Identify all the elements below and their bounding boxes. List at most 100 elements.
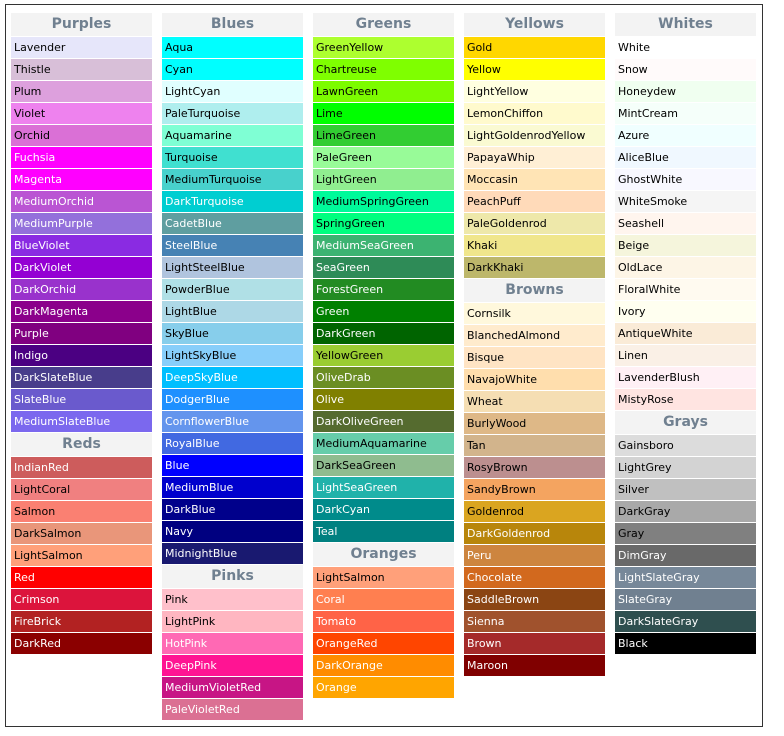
color-swatch-moccasin: Moccasin (464, 169, 605, 190)
color-swatch-lightslategray: LightSlateGray (615, 567, 756, 588)
color-swatch-indianred: IndianRed (11, 457, 152, 478)
color-swatch-lawngreen: LawnGreen (313, 81, 454, 102)
color-swatch-plum: Plum (11, 81, 152, 102)
color-swatch-crimson: Crimson (11, 589, 152, 610)
color-swatch-mediumpurple: MediumPurple (11, 213, 152, 234)
color-group-pinks: Pinks Pink LightPink HotPink DeepPink MediumV… (162, 565, 303, 720)
color-swatch-linen: Linen (615, 345, 756, 366)
color-swatch-teal: Teal (313, 521, 454, 542)
color-swatch-black: Black (615, 633, 756, 654)
color-swatch-darkorchid: DarkOrchid (11, 279, 152, 300)
color-swatch-lightsalmon: LightSalmon (11, 545, 152, 566)
color-swatch-darkviolet: DarkViolet (11, 257, 152, 278)
color-swatch-mediumvioletred: MediumVioletRed (162, 677, 303, 698)
color-group-reds: Reds IndianRed LightCoral Salmon DarkSalmon L… (11, 433, 152, 654)
color-swatch-palegoldenrod: PaleGoldenrod (464, 213, 605, 234)
color-swatch-pink: Pink (162, 589, 303, 610)
color-swatch-deepskyblue: DeepSkyBlue (162, 367, 303, 388)
color-swatch-snow: Snow (615, 59, 756, 80)
color-swatch-purple: Purple (11, 323, 152, 344)
group-heading: Purples (11, 13, 152, 36)
color-swatch-darkslateblue: DarkSlateBlue (11, 367, 152, 388)
group-heading: Pinks (162, 565, 303, 588)
color-swatch-mediumspringgreen: MediumSpringGreen (313, 191, 454, 212)
color-swatch-lightgreen: LightGreen (313, 169, 454, 190)
color-swatch-azure: Azure (615, 125, 756, 146)
color-swatch-fuchsia: Fuchsia (11, 147, 152, 168)
color-swatch-lightgoldenrodyellow: LightGoldenrodYellow (464, 125, 605, 146)
color-swatch-navajowhite: NavajoWhite (464, 369, 605, 390)
color-swatch-tomato: Tomato (313, 611, 454, 632)
color-swatch-aliceblue: AliceBlue (615, 147, 756, 168)
color-swatch-lightskyblue: LightSkyBlue (162, 345, 303, 366)
column-2: Blues Aqua Cyan LightCyan PaleTurquoise Aquam… (162, 13, 303, 721)
color-swatch-seashell: Seashell (615, 213, 756, 234)
column-1: Purples Lavender Thistle Plum Violet Orchid Fu… (11, 13, 152, 655)
color-swatch-lightgrey: LightGrey (615, 457, 756, 478)
color-swatch-cyan: Cyan (162, 59, 303, 80)
color-swatch-chocolate: Chocolate (464, 567, 605, 588)
group-heading: Browns (464, 279, 605, 302)
color-swatch-lemonchiffon: LemonChiffon (464, 103, 605, 124)
color-swatch-navy: Navy (162, 521, 303, 542)
color-swatch-cadetblue: CadetBlue (162, 213, 303, 234)
color-swatch-gold: Gold (464, 37, 605, 58)
color-swatch-yellow: Yellow (464, 59, 605, 80)
color-group-greens: Greens GreenYellow Chartreuse LawnGreen Lime… (313, 13, 454, 542)
color-swatch-darkseagreen: DarkSeaGreen (313, 455, 454, 476)
color-swatch-khaki: Khaki (464, 235, 605, 256)
color-swatch-midnightblue: MidnightBlue (162, 543, 303, 564)
color-group-oranges: Oranges LightSalmon Coral Tomato OrangeRed Da… (313, 543, 454, 698)
color-swatch-aquamarine: Aquamarine (162, 125, 303, 146)
color-swatch-violet: Violet (11, 103, 152, 124)
color-swatch-darkgoldenrod: DarkGoldenrod (464, 523, 605, 544)
color-swatch-darkred: DarkRed (11, 633, 152, 654)
color-swatch-brown: Brown (464, 633, 605, 654)
group-heading: Whites (615, 13, 756, 36)
color-swatch-lightblue: LightBlue (162, 301, 303, 322)
color-swatch-bisque: Bisque (464, 347, 605, 368)
color-swatch-beige: Beige (615, 235, 756, 256)
color-swatch-mediumseagreen: MediumSeaGreen (313, 235, 454, 256)
color-swatch-dimgray: DimGray (615, 545, 756, 566)
color-swatch-slateblue: SlateBlue (11, 389, 152, 410)
color-swatch-mediumslateblue: MediumSlateBlue (11, 411, 152, 432)
color-swatch-antiquewhite: AntiqueWhite (615, 323, 756, 344)
color-swatch-lightyellow: LightYellow (464, 81, 605, 102)
group-heading: Greens (313, 13, 454, 36)
group-heading: Oranges (313, 543, 454, 566)
color-swatch-palegreen: PaleGreen (313, 147, 454, 168)
color-swatch-whitesmoke: WhiteSmoke (615, 191, 756, 212)
color-swatch-mediumblue: MediumBlue (162, 477, 303, 498)
column-4: Yellows Gold Yellow LightYellow LemonChiffon… (464, 13, 605, 677)
color-swatch-lightseagreen: LightSeaGreen (313, 477, 454, 498)
color-swatch-lightsteelblue: LightSteelBlue (162, 257, 303, 278)
color-swatch-firebrick: FireBrick (11, 611, 152, 632)
color-swatch-darkblue: DarkBlue (162, 499, 303, 520)
color-swatch-gainsboro: Gainsboro (615, 435, 756, 456)
color-swatch-mintcream: MintCream (615, 103, 756, 124)
color-swatch-thistle: Thistle (11, 59, 152, 80)
color-swatch-red: Red (11, 567, 152, 588)
color-swatch-floralwhite: FloralWhite (615, 279, 756, 300)
column-3: Greens GreenYellow Chartreuse LawnGreen Lime… (313, 13, 454, 699)
color-swatch-saddlebrown: SaddleBrown (464, 589, 605, 610)
color-swatch-sienna: Sienna (464, 611, 605, 632)
color-swatch-oldlace: OldLace (615, 257, 756, 278)
color-swatch-green: Green (313, 301, 454, 322)
color-swatch-darkkhaki: DarkKhaki (464, 257, 605, 278)
color-swatch-turquoise: Turquoise (162, 147, 303, 168)
color-swatch-ivory: Ivory (615, 301, 756, 322)
color-group-blues: Blues Aqua Cyan LightCyan PaleTurquoise Aquam… (162, 13, 303, 564)
color-swatch-peru: Peru (464, 545, 605, 566)
color-swatch-springgreen: SpringGreen (313, 213, 454, 234)
color-swatch-lightcoral: LightCoral (11, 479, 152, 500)
color-swatch-peachpuff: PeachPuff (464, 191, 605, 212)
color-swatch-darkmagenta: DarkMagenta (11, 301, 152, 322)
color-swatch-lightsalmon: LightSalmon (313, 567, 454, 588)
color-group-yellows: Yellows Gold Yellow LightYellow LemonChiffon… (464, 13, 605, 278)
color-swatch-steelblue: SteelBlue (162, 235, 303, 256)
group-heading: Reds (11, 433, 152, 456)
color-swatch-sandybrown: SandyBrown (464, 479, 605, 500)
color-swatch-mistyrose: MistyRose (615, 389, 756, 410)
